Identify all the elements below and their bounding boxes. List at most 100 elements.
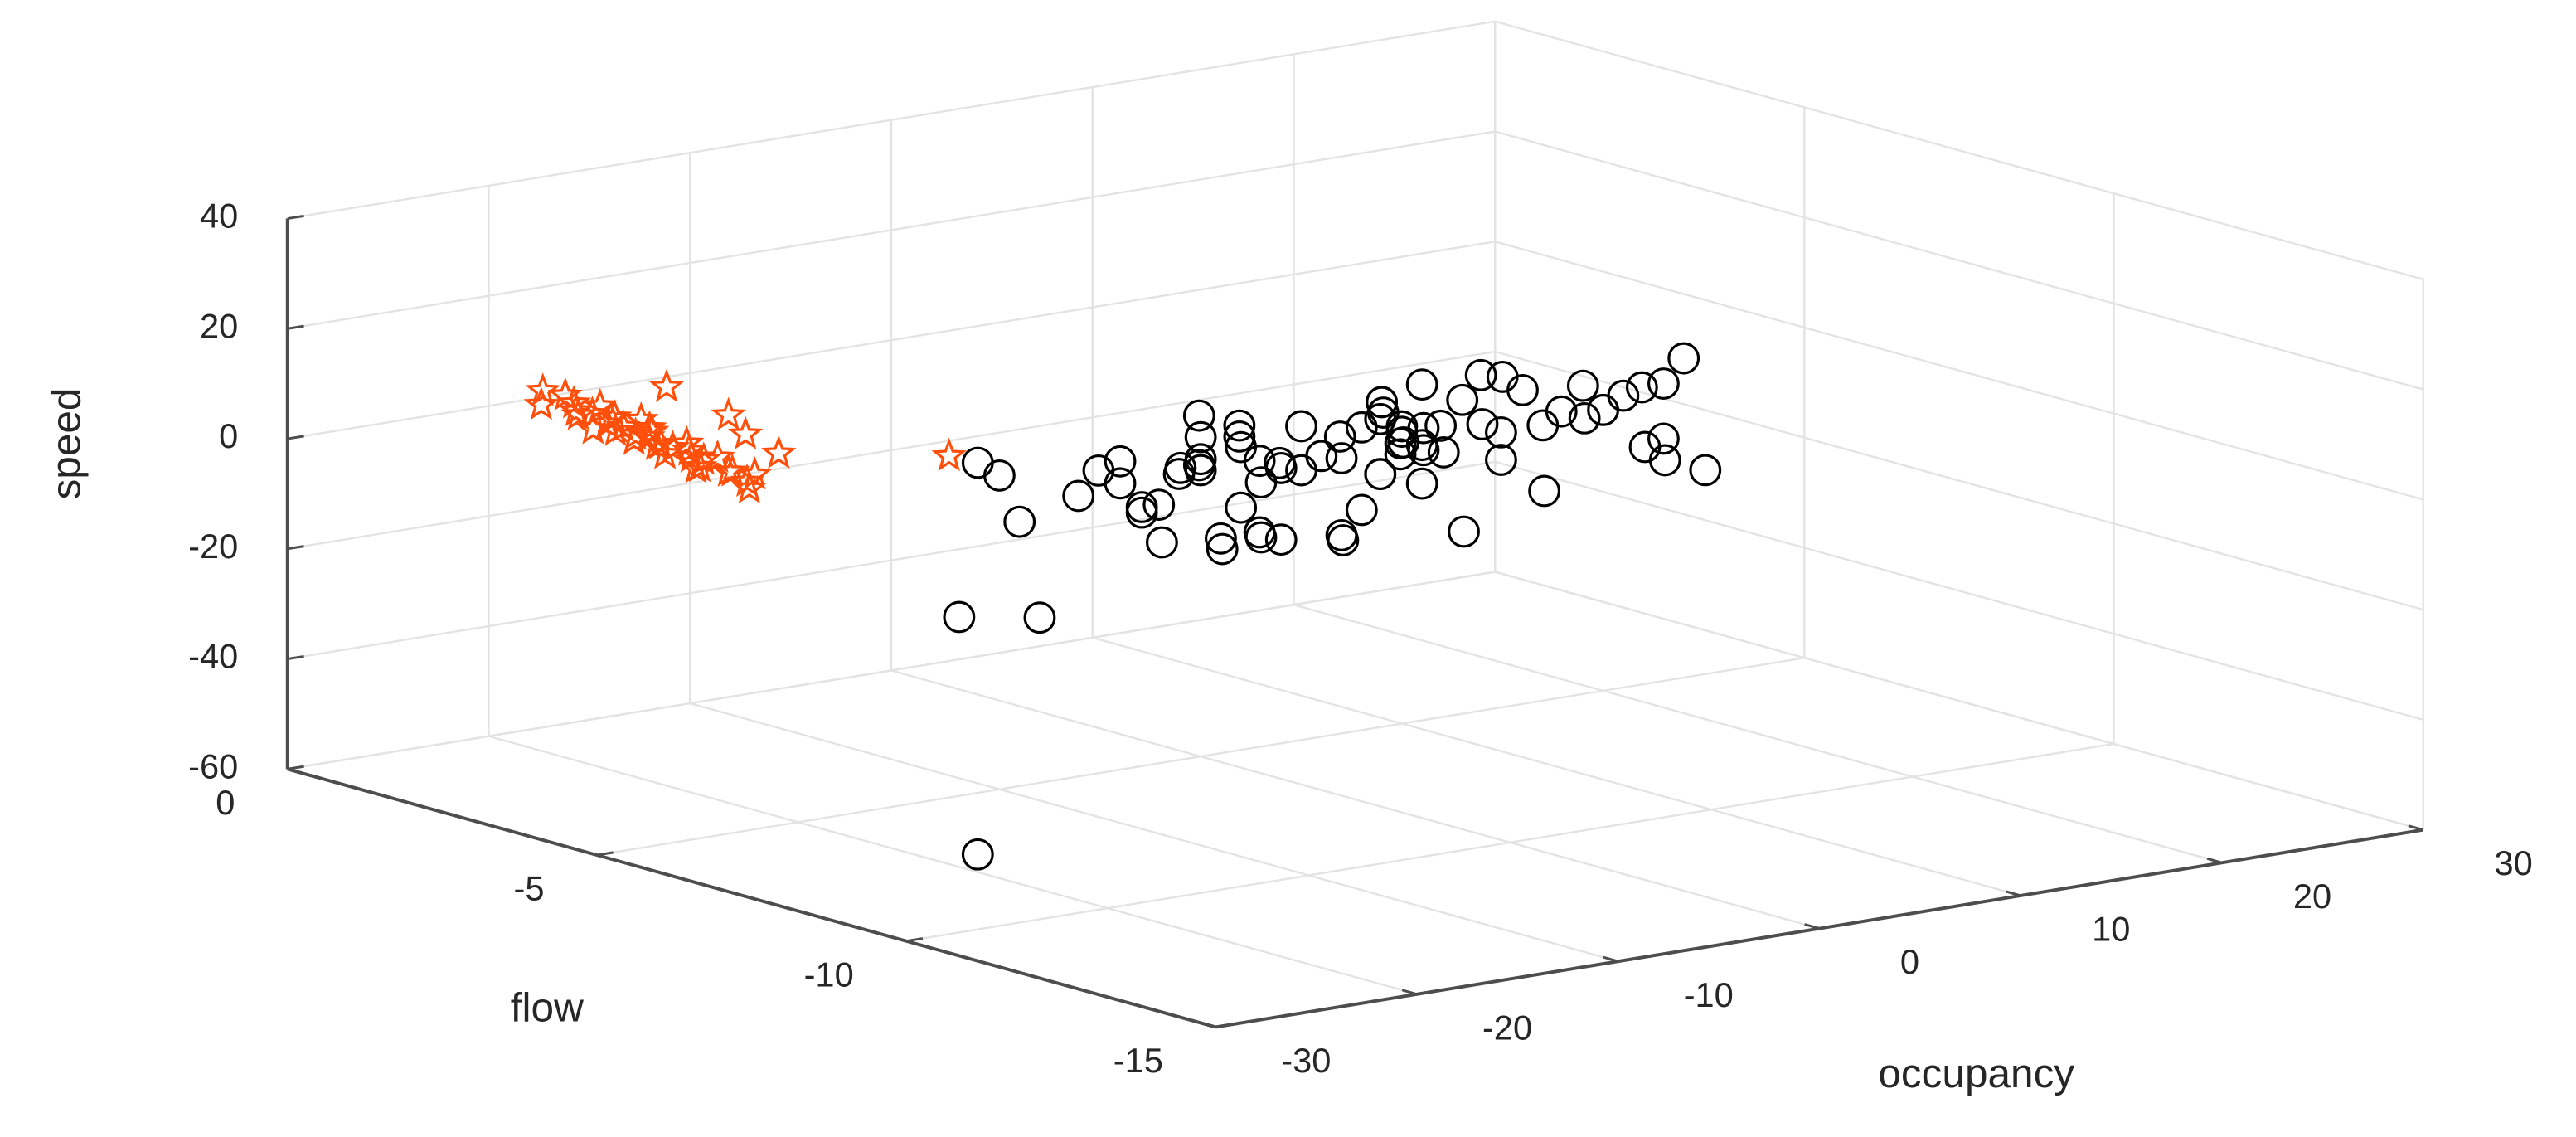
circle-point xyxy=(1104,445,1137,478)
circle-point xyxy=(1485,415,1517,449)
circle-point xyxy=(1625,371,1658,404)
grid-line xyxy=(287,350,1496,550)
circle-point xyxy=(1526,409,1560,442)
tick-mark xyxy=(287,214,304,221)
star-point xyxy=(647,435,683,469)
y-tick-label: -10 xyxy=(1684,975,1734,1014)
circle-point xyxy=(1407,411,1440,445)
circle-point xyxy=(1405,467,1438,500)
star-point xyxy=(671,432,707,466)
grid-line xyxy=(890,669,1820,930)
circle-point xyxy=(1364,458,1397,491)
circle-point xyxy=(1285,454,1317,487)
y-tick-label: -30 xyxy=(1281,1041,1331,1080)
tick-mark xyxy=(1603,955,1619,963)
grid-line xyxy=(1293,604,2223,864)
circle-point xyxy=(1485,444,1517,476)
circle-point xyxy=(961,838,994,871)
circle-point xyxy=(1466,408,1499,440)
z-axis-label: speed xyxy=(43,388,89,500)
circle-point xyxy=(1667,342,1700,375)
circle-point xyxy=(1366,386,1399,419)
star-point xyxy=(560,396,596,430)
circle-point xyxy=(1184,443,1217,476)
circle-point xyxy=(1364,402,1397,435)
series xyxy=(523,368,967,504)
star-point xyxy=(523,386,560,420)
tick-mark xyxy=(287,435,304,440)
circle-point xyxy=(1184,454,1217,487)
tick-mark xyxy=(2006,890,2021,897)
circle-point xyxy=(1448,515,1480,548)
circle-point xyxy=(1104,467,1137,500)
circle-point xyxy=(1023,601,1056,634)
grid-line xyxy=(1494,571,2424,831)
tick-mark xyxy=(2206,857,2223,864)
grid-line xyxy=(1092,636,2021,897)
tick-mark xyxy=(1215,1023,1233,1028)
star-point xyxy=(616,421,652,455)
circle-point xyxy=(1647,367,1680,400)
star-point xyxy=(638,426,675,460)
star-point xyxy=(558,392,594,427)
circle-point xyxy=(1285,410,1317,443)
x-tick-label: 0 xyxy=(216,783,235,822)
grid-line xyxy=(287,241,1496,440)
tick-mark xyxy=(1804,923,1820,930)
circle-point xyxy=(1243,516,1276,549)
circle-point xyxy=(1528,474,1561,508)
circle-point xyxy=(1405,429,1438,462)
tick-mark xyxy=(596,851,614,857)
circle-point xyxy=(1384,427,1417,459)
y-axis-label: occupancy xyxy=(1878,1051,2074,1096)
star-point xyxy=(729,463,765,498)
z-tick-label: 20 xyxy=(200,306,238,345)
circle-point xyxy=(1587,393,1620,426)
star-point xyxy=(711,396,746,430)
circle-point xyxy=(1145,526,1178,559)
star-point xyxy=(575,411,611,445)
grid-line xyxy=(1494,20,2424,281)
star-point xyxy=(648,368,685,402)
tick-mark xyxy=(1401,989,1418,996)
circle-point xyxy=(1225,491,1258,524)
circle-point xyxy=(1648,444,1681,477)
circle-point xyxy=(1607,379,1640,412)
circle-point xyxy=(1243,445,1276,478)
grid-line xyxy=(287,571,1496,770)
circle-point xyxy=(1223,420,1256,453)
circle-point xyxy=(1545,395,1578,428)
y-tick-label: 20 xyxy=(2293,877,2331,916)
grid-line xyxy=(1494,241,2424,501)
circle-point xyxy=(1647,422,1680,455)
star-point xyxy=(931,437,967,472)
star-point xyxy=(678,449,714,483)
circle-point xyxy=(1566,369,1599,402)
star-point xyxy=(686,441,722,475)
circle-point xyxy=(1206,532,1239,566)
circle-point xyxy=(1385,410,1419,443)
tick-mark xyxy=(2408,824,2424,832)
circle-point xyxy=(1568,401,1601,435)
z-tick-label: 0 xyxy=(219,416,238,455)
x-tick-label: -15 xyxy=(1113,1041,1163,1080)
tick-mark xyxy=(1201,1022,1216,1028)
circle-point xyxy=(1244,466,1278,499)
tick-mark xyxy=(287,545,304,551)
circle-point xyxy=(1446,383,1479,416)
circle-point xyxy=(1345,493,1378,527)
circle-point xyxy=(1325,442,1358,474)
circle-point xyxy=(1142,488,1176,522)
tick-mark xyxy=(287,654,304,661)
grid-line xyxy=(488,735,1418,995)
circle-point xyxy=(1405,368,1438,401)
circle-point xyxy=(1464,358,1497,391)
grid-line xyxy=(1494,460,2424,722)
circle-point xyxy=(1223,409,1256,442)
circle-point xyxy=(1628,430,1662,464)
circle-point xyxy=(961,446,994,479)
y-tick-label: 10 xyxy=(2092,909,2130,948)
tick-mark xyxy=(905,937,924,943)
circle-point xyxy=(1424,409,1458,442)
